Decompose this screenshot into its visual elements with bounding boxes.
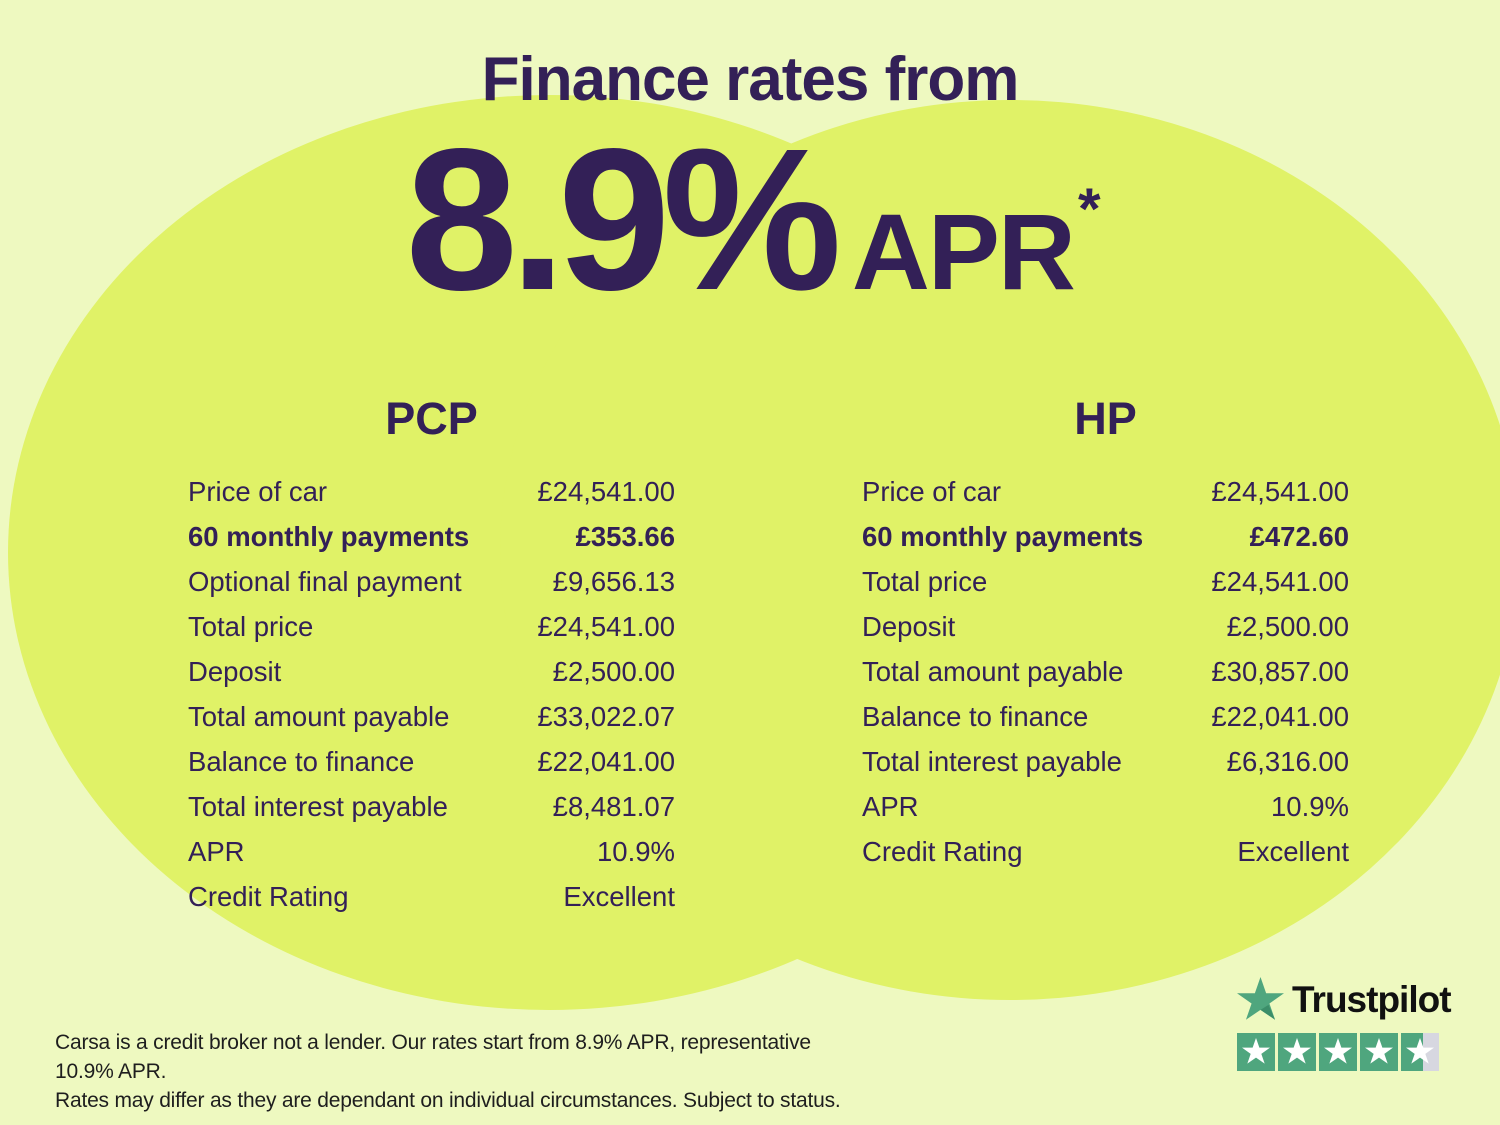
table-row: Credit Rating Excellent [862,836,1349,881]
table-row: Total amount payable £30,857.00 [862,656,1349,701]
row-label: Total interest payable [188,791,448,822]
table-row: Price of car £24,541.00 [862,476,1349,521]
star-icon [1283,1037,1311,1064]
row-label: Total amount payable [188,701,450,732]
row-value: Excellent [1237,836,1349,867]
star-icon [1406,1037,1434,1064]
trustpilot-rating-stars [1237,1033,1449,1071]
table-row: Total interest payable £8,481.07 [188,791,675,836]
table-row: Total price £24,541.00 [862,566,1349,611]
row-label: Total price [862,566,988,597]
row-label: Total amount payable [862,656,1124,687]
rate-suffix: APR* [851,177,1101,312]
row-value: 10.9% [1271,791,1349,822]
trustpilot-logo-row: Trustpilot [1237,977,1452,1022]
row-label: APR [862,791,919,822]
table-row: Total amount payable £33,022.07 [188,701,675,746]
table-row: Optional final payment £9,656.13 [188,566,675,611]
table-row: Balance to finance £22,041.00 [862,701,1349,746]
row-value: £6,316.00 [1226,746,1349,777]
row-label: APR [188,836,245,867]
rate-value: 8.9% [405,106,841,332]
rating-star-box [1278,1033,1316,1071]
row-label: Price of car [188,476,328,507]
table-row: 60 monthly payments £353.66 [188,521,675,566]
row-value: £24,541.00 [537,476,675,507]
row-value: £24,541.00 [1211,476,1349,507]
row-label: Total interest payable [862,746,1122,777]
row-value: £22,041.00 [1211,701,1349,732]
trustpilot-star-icon [1237,977,1284,1022]
finance-column-hp: HP Price of car £24,541.00 60 monthly paym… [862,393,1349,881]
disclaimer-line-2: Rates may differ as they are dependant o… [55,1089,841,1112]
row-label: 60 monthly payments [862,521,1144,552]
row-label: Optional final payment [188,566,462,597]
legal-disclaimer: Carsa is a credit broker not a lender. O… [55,1028,875,1115]
pcp-rows: Price of car £24,541.00 60 monthly payment… [188,476,675,926]
rating-star-box [1360,1033,1398,1071]
row-label: Deposit [188,656,282,687]
row-value: £24,541.00 [1211,566,1349,597]
star-icon [1242,1037,1270,1064]
row-value: £22,041.00 [537,746,675,777]
row-label: Balance to finance [862,701,1089,732]
hp-rows: Price of car £24,541.00 60 monthly payment… [862,476,1349,881]
row-label: Deposit [862,611,956,642]
trustpilot-brand-text: Trustpilot [1292,978,1452,1020]
finance-column-pcp: PCP Price of car £24,541.00 60 monthly pay… [188,393,675,926]
table-row: Credit Rating Excellent [188,881,675,926]
table-row: 60 monthly payments £472.60 [862,521,1349,566]
table-row: Balance to finance £22,041.00 [188,746,675,791]
column-header-hp: HP [1074,393,1137,444]
rate-asterisk: * [1077,177,1101,242]
row-value: £8,481.07 [552,791,675,822]
headline-rate: 8.9% APR* [0,118,1500,320]
rating-star-box [1237,1033,1275,1071]
rating-star-box [1401,1033,1439,1071]
row-label: Total price [188,611,314,642]
row-label: Balance to finance [188,746,415,777]
table-row: Deposit £2,500.00 [862,611,1349,656]
table-row: Deposit £2,500.00 [188,656,675,701]
page-title: Finance rates from [481,45,1020,114]
table-row: Total interest payable £6,316.00 [862,746,1349,791]
row-value: £24,541.00 [537,611,675,642]
row-label: Credit Rating [188,881,349,912]
row-value: 10.9% [597,836,675,867]
row-value: £2,500.00 [1226,611,1349,642]
star-icon [1324,1037,1352,1064]
row-value: £30,857.00 [1211,656,1349,687]
row-value: £472.60 [1249,521,1349,552]
row-value: £2,500.00 [552,656,675,687]
row-value: £33,022.07 [537,701,675,732]
row-label: Credit Rating [862,836,1023,867]
disclaimer-line-1: Carsa is a credit broker not a lender. O… [55,1031,811,1083]
trustpilot-widget: Trustpilot [1237,977,1452,1071]
rating-star-box [1319,1033,1357,1071]
row-label: 60 monthly payments [188,521,470,552]
column-header-pcp: PCP [385,393,478,444]
background-circle-right [500,100,1500,1000]
table-row: Price of car £24,541.00 [188,476,675,521]
table-row: APR 10.9% [188,836,675,881]
table-row: APR 10.9% [862,791,1349,836]
table-row: Total price £24,541.00 [188,611,675,656]
star-icon [1365,1037,1393,1064]
row-label: Price of car [862,476,1002,507]
row-value: £353.66 [575,521,675,552]
row-value: £9,656.13 [552,566,675,597]
row-value: Excellent [563,881,675,912]
